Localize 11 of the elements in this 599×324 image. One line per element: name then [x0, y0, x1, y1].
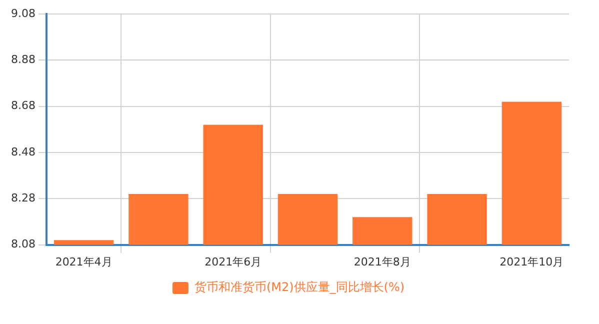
x-tick-label: 2021年10月: [500, 255, 564, 268]
legend-label: 货币和准货币(M2)供应量_同比增长(%): [194, 280, 405, 294]
y-tick-label: 8.08: [10, 238, 36, 251]
x-tick-label: 2021年4月: [55, 255, 112, 268]
y-tick-label: 9.08: [10, 6, 36, 20]
y-tick-label: 8.88: [10, 53, 36, 66]
y-tick-label: 8.48: [10, 145, 36, 158]
y-tick-label: 8.68: [10, 99, 36, 112]
x-tick-label: 2021年6月: [204, 255, 262, 268]
y-tick-label: 8.28: [10, 192, 36, 204]
x-tick-label: 2021年8月: [354, 255, 411, 268]
